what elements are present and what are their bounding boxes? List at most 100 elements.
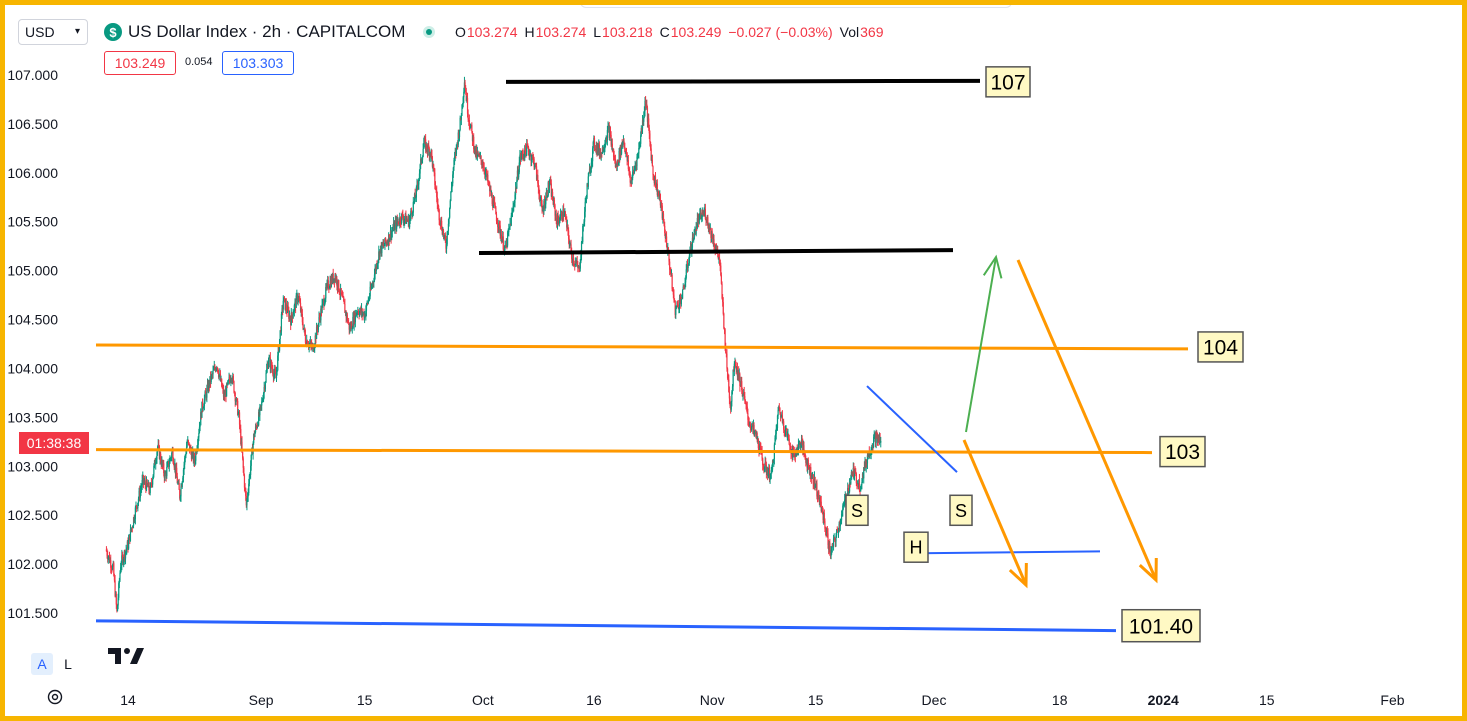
- currency-select[interactable]: USD ▾: [18, 19, 88, 45]
- candle-body: [327, 280, 329, 289]
- candle-body: [275, 373, 277, 379]
- candle-body: [841, 510, 843, 515]
- candle-body: [526, 143, 528, 146]
- candle-body: [603, 149, 605, 152]
- candle-body: [385, 242, 387, 244]
- candle-body: [246, 496, 249, 499]
- candle-body: [152, 474, 154, 479]
- candle-body: [561, 219, 564, 221]
- symbol-title[interactable]: $ US Dollar Index · 2h · CAPITALCOM: [104, 18, 405, 46]
- candle-body: [120, 565, 122, 568]
- candle-body: [849, 482, 851, 484]
- candle-body: [266, 365, 268, 370]
- candle-body: [159, 453, 161, 459]
- candle-body: [704, 209, 706, 212]
- candle-body: [562, 208, 564, 221]
- candle-body: [850, 471, 853, 478]
- candle-body: [540, 198, 543, 204]
- candle-body: [310, 341, 312, 345]
- x-tick-label: 15: [1259, 692, 1275, 708]
- candle-body: [700, 212, 702, 219]
- candle-body: [580, 255, 582, 263]
- candle-body: [458, 132, 460, 138]
- candle-body: [443, 235, 445, 237]
- candle-body: [156, 452, 158, 460]
- candle-body: [391, 231, 393, 239]
- candle-body: [125, 549, 127, 552]
- candle-body: [225, 391, 227, 397]
- candle-body: [860, 486, 862, 492]
- candle-body: [823, 512, 825, 522]
- candle-body: [566, 225, 568, 228]
- candle-body: [759, 444, 761, 446]
- candle-body: [633, 170, 635, 172]
- candle-body: [611, 143, 613, 145]
- candle-body: [213, 369, 215, 371]
- candle-body: [497, 227, 499, 229]
- candle-body: [392, 228, 394, 231]
- candle-body: [411, 212, 413, 215]
- candle-body: [431, 149, 433, 157]
- candle-body: [178, 483, 180, 490]
- candle-body: [417, 184, 419, 186]
- candle-body: [269, 357, 271, 369]
- candle-body: [382, 243, 384, 246]
- candle-body: [418, 178, 420, 185]
- candle-body: [835, 535, 837, 542]
- candle-body: [747, 419, 750, 422]
- candle-body: [343, 300, 345, 305]
- toolbar-tab[interactable]: [580, 0, 1012, 8]
- candle-body: [240, 441, 242, 445]
- candle-body: [635, 163, 637, 167]
- candle-body: [859, 490, 861, 492]
- candle-body: [290, 312, 292, 326]
- y-tick-label: 107.000: [7, 67, 58, 83]
- candle-body: [245, 488, 247, 496]
- candle-body: [813, 483, 815, 487]
- sell-price-button[interactable]: 103.249: [104, 51, 176, 75]
- candle-body: [415, 187, 417, 198]
- candle-body: [370, 286, 373, 290]
- gear-icon[interactable]: [46, 688, 64, 706]
- candle-body: [164, 473, 166, 479]
- candle-body: [617, 160, 619, 165]
- candle-body: [838, 523, 840, 533]
- candle-body: [449, 200, 451, 208]
- candle-body: [339, 293, 341, 295]
- candle-body: [413, 201, 415, 203]
- symbol-title-text: US Dollar Index · 2h · CAPITALCOM: [128, 22, 406, 41]
- candle-body: [298, 297, 300, 301]
- candle-body: [498, 221, 500, 229]
- candle-body: [356, 312, 358, 314]
- candle-body: [628, 171, 631, 174]
- candle-body: [319, 317, 321, 321]
- candle-body: [403, 220, 405, 223]
- candle-body: [257, 425, 259, 427]
- candle-body: [209, 376, 211, 387]
- candle-body: [185, 453, 187, 456]
- candle-body: [293, 305, 295, 312]
- candle-body: [860, 484, 862, 487]
- candle-body: [752, 423, 754, 429]
- candle-body: [442, 230, 444, 235]
- candle-body: [333, 278, 335, 283]
- y-tick-label: 105.000: [7, 263, 58, 279]
- candle-body: [767, 470, 769, 477]
- buy-price-button[interactable]: 103.303: [222, 51, 294, 75]
- candle-body: [615, 165, 617, 168]
- candle-body: [123, 559, 125, 564]
- candle-body: [670, 274, 673, 276]
- candle-body: [368, 298, 370, 300]
- candle-body: [731, 391, 733, 402]
- auto-scale-button[interactable]: A: [31, 653, 53, 675]
- candle-body: [274, 369, 276, 374]
- y-tick-label: 101.500: [7, 605, 58, 621]
- candle-body: [693, 239, 695, 241]
- candle-body: [136, 507, 138, 509]
- candle-body: [331, 273, 334, 283]
- candle-body: [540, 198, 542, 200]
- log-scale-button[interactable]: L: [64, 656, 72, 672]
- candle-body: [232, 375, 234, 382]
- candle-body: [169, 458, 171, 464]
